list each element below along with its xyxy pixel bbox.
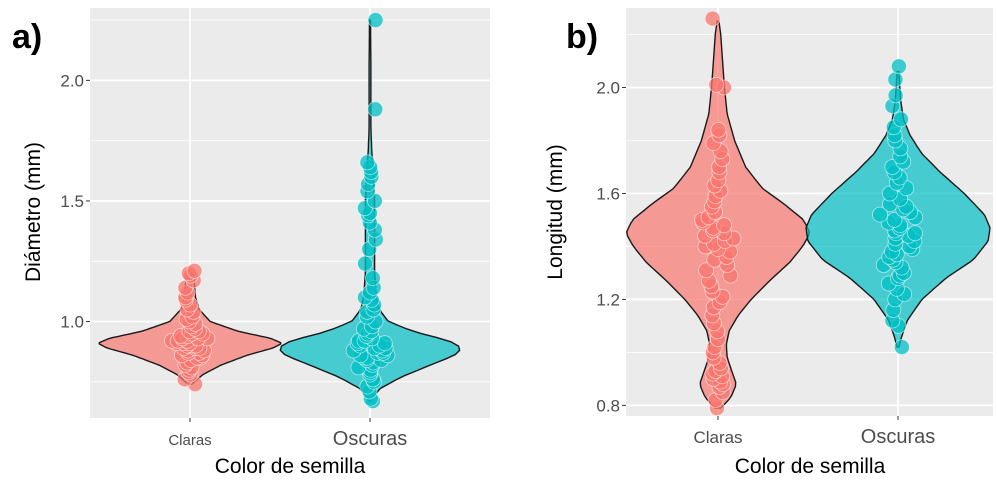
- panel-b-label: b): [566, 18, 598, 56]
- data-point-oscuras: [872, 206, 888, 223]
- panel-a-x-ticks: Claras Oscuras: [168, 418, 407, 450]
- y-tick-label: 1.6: [596, 184, 620, 203]
- panel-a-points: [164, 12, 396, 410]
- data-point-claras: [710, 121, 727, 138]
- y-tick-label: 2.0: [596, 78, 620, 97]
- data-point-claras: [716, 217, 732, 234]
- panel-a-x-axis-title: Color de semilla: [215, 455, 366, 478]
- x-tick-label: Claras: [693, 428, 742, 447]
- data-point-claras: [704, 10, 721, 27]
- panel-a: 1.0 1.5 2.0 Claras Oscuras a) Diámetro (mm)…: [12, 8, 490, 478]
- data-point-oscuras: [887, 71, 904, 88]
- panel-a-y-axis-title: Diámetro (mm): [22, 142, 45, 282]
- panel-b: 0.8 1.2 1.6 2.0 Claras Oscuras b) Longitud (…: [544, 8, 993, 478]
- x-tick-label: Oscuras: [861, 426, 935, 448]
- panel-b-y-axis-title: Longitud (mm): [544, 144, 567, 279]
- data-point-claras: [186, 262, 203, 279]
- panel-b-points: [694, 10, 924, 417]
- panel-b-x-ticks: Claras Oscuras: [693, 416, 935, 448]
- y-tick-label: 2.0: [60, 71, 84, 90]
- y-tick-label: 1.5: [60, 192, 84, 211]
- data-point-oscuras: [891, 58, 907, 75]
- panel-a-y-ticks: 1.0 1.5 2.0: [60, 71, 90, 332]
- data-point-oscuras: [886, 211, 903, 228]
- panel-b-y-ticks: 0.8 1.2 1.6 2.0: [596, 78, 626, 415]
- data-point-oscuras: [359, 154, 376, 171]
- data-point-oscuras: [364, 270, 381, 287]
- y-tick-label: 0.8: [596, 396, 620, 415]
- panel-a-label: a): [12, 18, 42, 56]
- y-tick-label: 1.2: [596, 290, 620, 309]
- data-point-claras: [698, 262, 714, 279]
- data-point-oscuras: [357, 255, 374, 272]
- y-tick-label: 1.0: [60, 313, 84, 332]
- panel-b-x-axis-title: Color de semilla: [735, 455, 886, 478]
- data-point-oscuras: [887, 87, 904, 104]
- data-point-claras: [708, 76, 725, 93]
- data-point-oscuras: [367, 12, 384, 29]
- data-point-oscuras: [894, 339, 910, 356]
- x-tick-label: Oscuras: [333, 428, 407, 450]
- data-point-oscuras: [907, 225, 923, 242]
- data-point-oscuras: [893, 111, 909, 128]
- x-tick-label: Claras: [168, 432, 211, 449]
- data-point-oscuras: [367, 101, 384, 118]
